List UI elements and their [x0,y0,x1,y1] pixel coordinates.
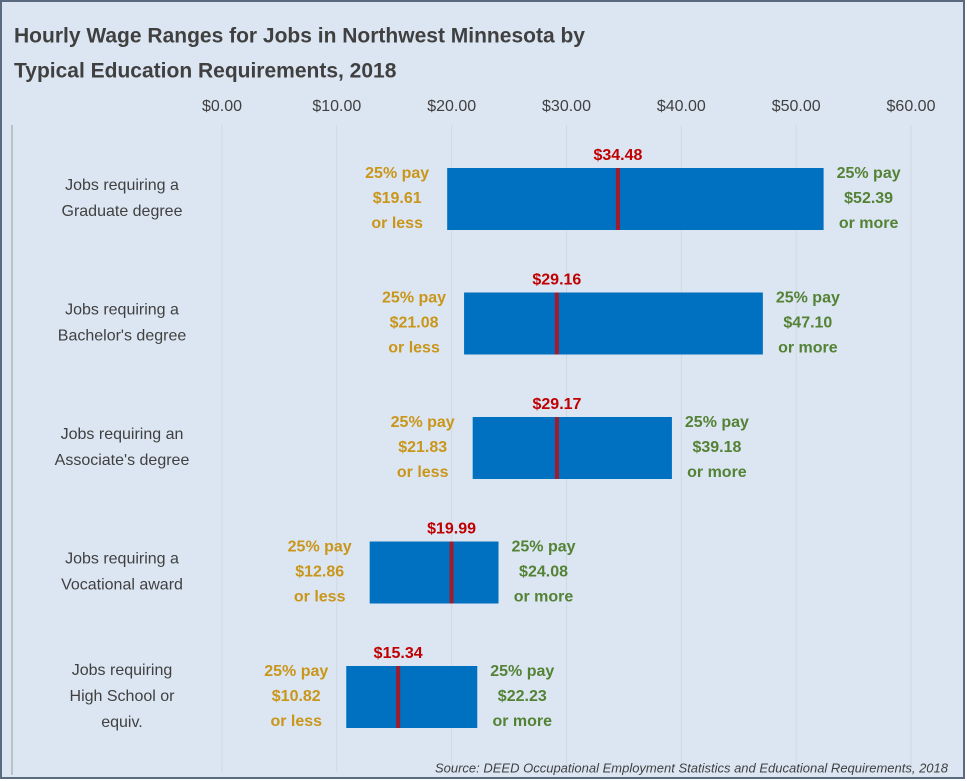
x-tick-label: $30.00 [542,98,591,115]
low-label: $10.82 [272,688,321,705]
high-label: $22.23 [498,688,547,705]
range-bar [472,417,672,479]
category-label: equiv. [101,714,143,731]
high-label: $52.39 [844,190,893,207]
high-suffix: or more [492,713,552,730]
high-prefix: 25% pay [685,414,749,431]
low-suffix: or less [388,340,440,357]
category-label: Graduate degree [62,203,183,220]
high-suffix: or more [514,589,574,606]
low-suffix: or less [397,464,449,481]
median-label: $29.17 [533,396,582,413]
range-bar [346,666,478,728]
category-label: Associate's degree [55,452,190,469]
low-prefix: 25% pay [264,663,328,680]
high-prefix: 25% pay [511,539,575,556]
category-label: Vocational award [61,577,183,594]
range-bar [447,168,824,230]
x-tick-label: $60.00 [887,98,936,115]
low-label: $12.86 [295,564,344,581]
low-suffix: or less [294,589,346,606]
category-label: Bachelor's degree [58,328,187,345]
median-label: $19.99 [427,521,476,538]
range-bar [464,292,763,355]
chart-title: Hourly Wage Ranges for Jobs in Northwest… [14,25,585,48]
x-tick-label: $0.00 [202,98,242,115]
source: Source: DEED Occupational Employment Sta… [435,760,949,775]
x-tick-label: $50.00 [772,98,821,115]
low-label: $19.61 [373,190,422,207]
chart-title: Typical Education Requirements, 2018 [14,60,397,83]
median-label: $34.48 [593,147,642,164]
high-label: $24.08 [519,564,568,581]
low-prefix: 25% pay [382,290,446,307]
low-label: $21.08 [390,315,439,332]
high-prefix: 25% pay [837,165,901,182]
low-prefix: 25% pay [365,165,429,182]
median-label: $29.16 [532,272,581,289]
category-label: Jobs requiring a [65,551,179,568]
category-label: Jobs requiring an [61,426,184,443]
category-label: High School or [70,688,176,705]
high-prefix: 25% pay [490,663,554,680]
category-label: Jobs requiring a [65,302,179,319]
range-bar [369,541,499,604]
median-label: $15.34 [374,645,423,662]
high-suffix: or more [839,215,899,232]
high-prefix: 25% pay [776,290,840,307]
category-label: Jobs requiring [72,662,173,679]
low-prefix: 25% pay [288,539,352,556]
x-tick-label: $10.00 [312,98,361,115]
high-label: $47.10 [783,315,832,332]
x-tick-label: $40.00 [657,98,706,115]
low-suffix: or less [270,713,322,730]
x-tick-label: $20.00 [427,98,476,115]
high-suffix: or more [778,340,838,357]
low-suffix: or less [371,215,423,232]
low-label: $21.83 [398,439,447,456]
high-label: $39.18 [692,439,741,456]
low-prefix: 25% pay [391,414,455,431]
high-suffix: or more [687,464,747,481]
category-label: Jobs requiring a [65,177,179,194]
